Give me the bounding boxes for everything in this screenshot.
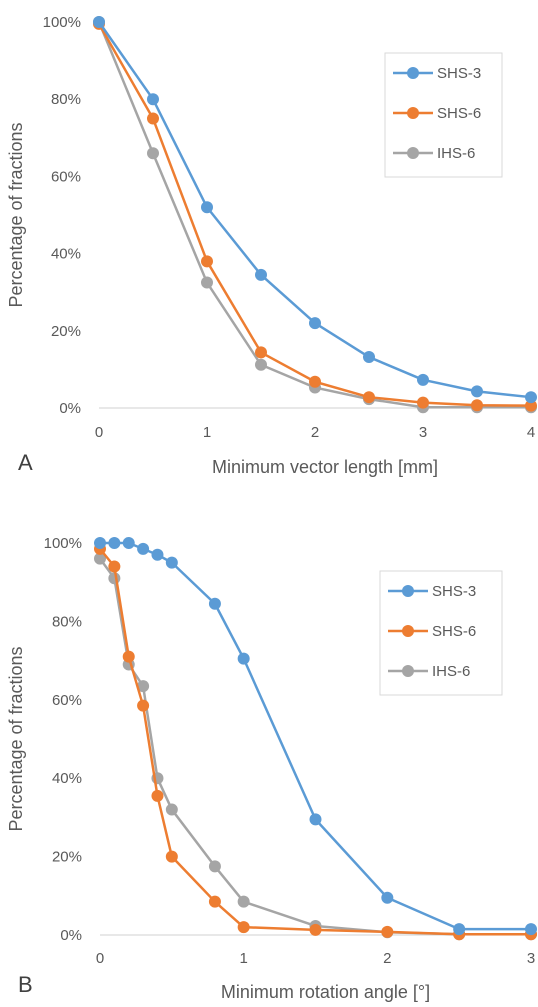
chart-panel-b: 0% 20% 40% 60% 80% 100% 0 1 2 3 Minimum rotation a… <box>6 535 537 1002</box>
chart-panel-a: 0% 20% 40% 60% 80% 100% 0 1 2 3 4 Minimum vector le… <box>6 14 537 477</box>
y-tick-label: 0% <box>60 927 82 944</box>
y-tick-label: 40% <box>51 246 81 263</box>
data-point <box>381 891 394 904</box>
data-point <box>151 548 164 561</box>
legend-marker <box>407 147 419 159</box>
y-tick-label: 80% <box>51 91 81 108</box>
data-point <box>201 255 213 268</box>
data-point <box>309 317 321 330</box>
data-point <box>208 895 221 908</box>
y-tick-label: 60% <box>51 168 81 185</box>
data-point <box>165 850 178 863</box>
data-point <box>255 346 267 359</box>
x-tick-label: 0 <box>96 950 104 967</box>
data-point <box>417 373 429 386</box>
data-point <box>137 680 150 693</box>
data-point <box>94 537 106 549</box>
y-tick-label: 20% <box>51 323 81 340</box>
data-point <box>147 112 159 125</box>
data-point <box>471 385 483 398</box>
data-point <box>471 399 483 412</box>
x-tick-label: 4 <box>527 424 535 441</box>
y-tick-label: 40% <box>52 770 82 787</box>
legend-marker <box>402 585 414 597</box>
data-point <box>165 803 178 816</box>
data-point <box>151 789 164 802</box>
data-point <box>309 375 321 388</box>
y-axis-title: Percentage of fractions <box>6 122 26 307</box>
y-tick-label: 100% <box>44 535 82 552</box>
x-tick-label: 1 <box>239 950 247 967</box>
data-point <box>108 560 121 573</box>
data-point <box>201 276 213 289</box>
data-point <box>453 923 466 936</box>
legend-marker <box>402 625 414 637</box>
data-point <box>208 860 221 873</box>
panel-label: A <box>18 450 33 475</box>
y-tick-label: 60% <box>52 692 82 709</box>
x-tick-label: 3 <box>527 950 535 967</box>
x-tick-label: 3 <box>419 424 427 441</box>
data-point <box>525 399 537 412</box>
panel-label: B <box>18 972 33 997</box>
x-axis-title: Minimum vector length [mm] <box>212 457 438 477</box>
data-point <box>525 391 537 404</box>
data-point <box>147 147 159 160</box>
data-point <box>137 542 150 555</box>
legend-label: SHS-3 <box>432 583 476 600</box>
y-tick-label: 0% <box>59 400 81 417</box>
y-axis-title: Percentage of fractions <box>6 646 26 831</box>
legend: SHS-3 SHS-6 IHS-6 <box>384 52 503 178</box>
legend-marker <box>402 665 414 677</box>
data-point <box>237 921 250 934</box>
series-line <box>99 548 531 936</box>
data-point <box>122 537 135 549</box>
data-point <box>381 925 394 938</box>
data-point <box>165 556 178 569</box>
legend-marker <box>407 67 419 79</box>
legend-label: SHS-6 <box>432 623 476 640</box>
data-point <box>417 396 429 409</box>
data-point <box>255 268 267 281</box>
legend-label: IHS-6 <box>432 663 470 680</box>
data-point <box>147 93 159 106</box>
data-point <box>309 813 322 826</box>
y-tick-label: 20% <box>52 849 82 866</box>
data-point <box>237 652 250 665</box>
y-tick-label: 100% <box>43 14 81 31</box>
data-point <box>201 201 213 214</box>
data-point <box>363 351 375 364</box>
data-point <box>208 597 221 610</box>
x-tick-label: 2 <box>311 424 319 441</box>
legend-marker <box>407 107 419 119</box>
x-tick-label: 0 <box>95 424 103 441</box>
x-tick-label: 1 <box>203 424 211 441</box>
y-tick-label: 80% <box>52 613 82 630</box>
data-point <box>237 895 250 908</box>
data-point <box>255 358 267 371</box>
legend-label: SHS-3 <box>437 65 481 82</box>
x-axis-title: Minimum rotation angle [°] <box>221 982 430 1002</box>
legend: SHS-3 SHS-6 IHS-6 <box>379 570 503 696</box>
data-point <box>94 552 106 565</box>
x-tick-label: 2 <box>383 950 391 967</box>
data-point <box>93 16 105 28</box>
data-point <box>363 391 375 404</box>
data-point <box>525 923 537 936</box>
data-point <box>137 699 150 712</box>
legend-label: IHS-6 <box>437 145 475 162</box>
data-point <box>108 537 121 549</box>
data-point <box>122 650 135 663</box>
data-point <box>309 923 322 936</box>
legend-label: SHS-6 <box>437 105 481 122</box>
